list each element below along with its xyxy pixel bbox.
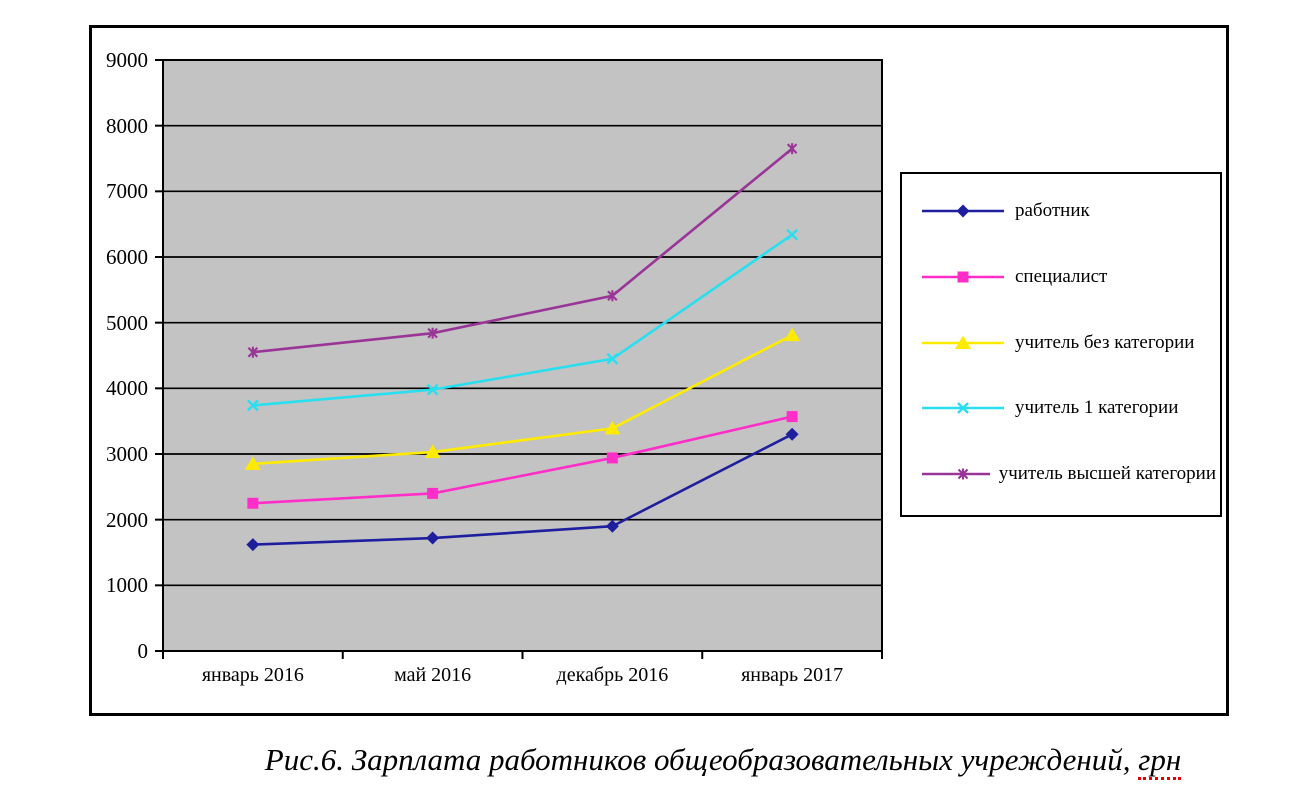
legend-label: учитель высшей категории bbox=[998, 463, 1216, 484]
legend-item: учитель без категории bbox=[920, 332, 1216, 354]
series-line bbox=[252, 333, 793, 466]
series-line bbox=[252, 433, 793, 546]
marker-star-icon bbox=[607, 290, 618, 302]
y-axis-tick-label: 3000 bbox=[106, 442, 148, 466]
series-line bbox=[252, 233, 793, 407]
marker-triangle-icon bbox=[784, 327, 801, 342]
y-axis-tick-label: 2000 bbox=[106, 507, 148, 532]
marker-diamond-icon bbox=[426, 531, 440, 545]
series-line bbox=[252, 147, 793, 354]
y-axis-tick-label: 6000 bbox=[106, 245, 148, 269]
y-axis-tick-label: 5000 bbox=[106, 310, 148, 335]
legend-key-triangle-icon bbox=[922, 335, 1004, 349]
marker-x-icon bbox=[247, 399, 259, 412]
figure-caption: Рис.6. Зарплата работников общеобразоват… bbox=[130, 742, 1316, 792]
marker-triangle-icon bbox=[244, 456, 261, 470]
chart-figure: 0 1000 2000 3000 4000 5000 6000 7000 8000 9000 ян… bbox=[89, 25, 1229, 716]
legend-key-diamond-icon bbox=[922, 204, 1004, 218]
marker-x-icon bbox=[426, 383, 439, 396]
marker-x-icon bbox=[606, 352, 619, 365]
y-axis-tick-label: 1000 bbox=[106, 573, 148, 598]
marker-star-icon bbox=[786, 143, 798, 155]
marker-star-icon bbox=[957, 468, 969, 480]
marker-square-icon bbox=[247, 497, 259, 509]
legend-key-x-icon bbox=[922, 402, 1004, 415]
x-axis-tick-label: май 2016 bbox=[394, 664, 472, 686]
y-axis-tick-label: 7000 bbox=[106, 179, 148, 204]
legend-item: учитель высшей категории bbox=[920, 463, 1216, 485]
legend: работник специалист учитель без категории у… bbox=[900, 172, 1222, 517]
plot-area bbox=[162, 59, 883, 652]
legend-item: учитель 1 категории bbox=[920, 397, 1216, 419]
marker-triangle-icon bbox=[955, 335, 971, 349]
marker-diamond-icon bbox=[605, 519, 619, 533]
marker-x-icon bbox=[957, 402, 969, 415]
marker-square-icon bbox=[786, 411, 798, 423]
x-axis-tick-label: январь 2017 bbox=[741, 664, 844, 686]
caption-unit-spellcheck: грн bbox=[1138, 742, 1182, 780]
caption-text: Рис.6. Зарплата работников общеобразоват… bbox=[264, 742, 1139, 777]
series-line bbox=[252, 415, 793, 505]
legend-label: специалист bbox=[1015, 265, 1108, 287]
legend-label: работник bbox=[1015, 200, 1090, 221]
x-axis-tick-label: январь 2016 bbox=[201, 664, 304, 686]
marker-star-icon bbox=[427, 327, 438, 339]
marker-triangle-icon bbox=[604, 420, 621, 435]
marker-diamond-icon bbox=[785, 427, 799, 441]
marker-x-icon bbox=[786, 228, 798, 241]
legend-label: учитель 1 категории bbox=[1015, 397, 1179, 419]
marker-diamond-icon bbox=[246, 538, 260, 552]
marker-star-icon bbox=[247, 346, 259, 358]
y-axis-tick-label: 9000 bbox=[106, 48, 148, 72]
legend-item: работник bbox=[920, 200, 1216, 222]
y-axis-tick-label: 0 bbox=[137, 639, 149, 663]
marker-diamond-icon bbox=[956, 204, 970, 218]
y-axis-tick-label: 8000 bbox=[106, 113, 148, 138]
legend-item: специалист bbox=[920, 266, 1216, 288]
marker-square-icon bbox=[606, 452, 618, 464]
legend-key-square-icon bbox=[922, 271, 1004, 283]
legend-label: учитель без категории bbox=[1015, 331, 1195, 353]
x-axis-tick-label: декабрь 2016 bbox=[556, 664, 669, 686]
marker-square-icon bbox=[427, 487, 439, 499]
marker-square-icon bbox=[957, 271, 969, 283]
line-chart bbox=[155, 59, 883, 659]
marker-triangle-icon bbox=[424, 444, 441, 459]
y-axis-tick-label: 4000 bbox=[106, 376, 148, 401]
legend-key-star-icon bbox=[922, 468, 990, 480]
